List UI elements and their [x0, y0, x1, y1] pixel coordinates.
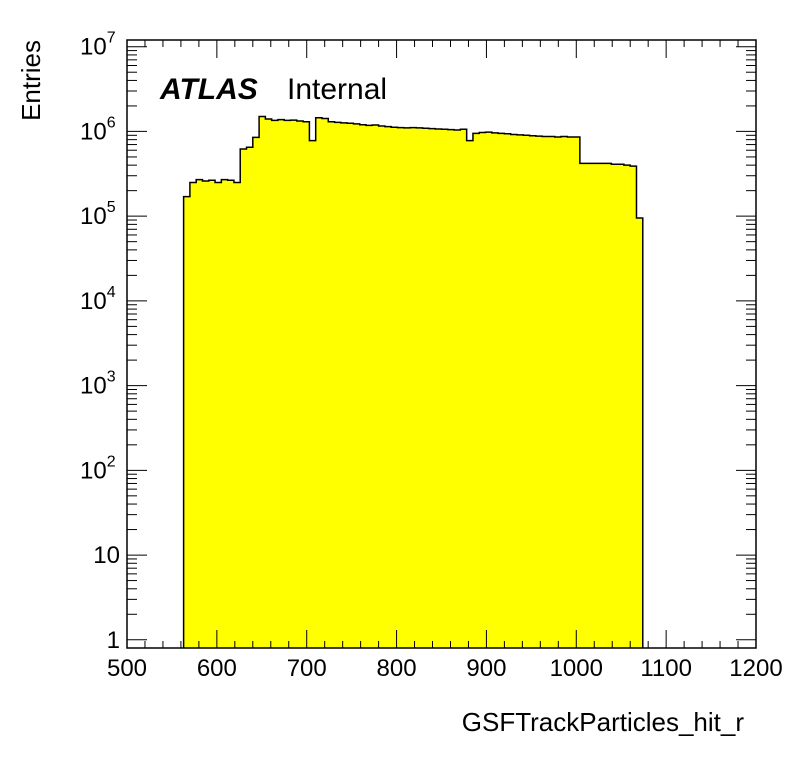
histogram-bin [491, 132, 499, 648]
internal-label: Internal [287, 73, 387, 106]
histogram-bin [240, 149, 248, 648]
histogram-bin [598, 163, 606, 648]
histogram-bin [353, 123, 361, 648]
histogram-bin [296, 120, 304, 649]
histogram-bin [617, 164, 625, 648]
histogram-bin [233, 182, 241, 648]
y-tick-label: 1 [107, 627, 120, 654]
x-axis-title: GSFTrackParticles_hit_r [462, 707, 745, 737]
y-tick-label: 106 [80, 114, 116, 145]
histogram-bin [441, 129, 449, 649]
histogram-bars [182, 115, 644, 649]
plot-frame [126, 39, 757, 649]
histogram-bin [340, 122, 348, 648]
histogram-bin [246, 147, 254, 648]
histogram-bin [623, 165, 631, 648]
x-tick-label: 1100 [640, 655, 692, 682]
atlas-label: ATLAS [159, 73, 258, 106]
histogram-bin [529, 135, 537, 648]
histogram-bin [435, 128, 442, 648]
histogram-bin [378, 125, 386, 649]
histogram-bin [422, 128, 430, 648]
histogram-bin [265, 119, 273, 649]
histogram-bin [189, 182, 197, 648]
histogram-bin [498, 133, 505, 648]
histogram-bin [466, 140, 474, 649]
y-tick-label: 102 [80, 453, 116, 484]
histogram-bin [259, 116, 266, 648]
histogram-bin [309, 140, 317, 649]
x-tick-label: 1200 [729, 655, 782, 682]
histogram-bin [303, 121, 310, 649]
y-tick-label: 10 [93, 542, 120, 569]
histogram-bin [611, 164, 619, 648]
histogram-bin [208, 180, 216, 649]
histogram-outline [182, 115, 644, 648]
y-tick-label: 103 [80, 369, 116, 400]
histogram-bin [485, 132, 493, 648]
histogram-bin [523, 135, 531, 648]
histogram-bin [573, 136, 581, 648]
histogram-bin [579, 163, 587, 648]
x-tick-label: 500 [107, 655, 147, 682]
histogram-bin [391, 127, 398, 648]
x-tick-label: 700 [287, 655, 327, 682]
histogram-bin [548, 136, 556, 648]
histogram-bin [315, 117, 323, 648]
histogram-bin [215, 182, 222, 648]
histogram-bin [636, 218, 644, 648]
histogram-bin [460, 129, 468, 649]
y-tick-label: 105 [80, 199, 116, 230]
histogram-bin [284, 120, 292, 649]
histogram-bin [252, 137, 260, 648]
histogram-bin [196, 179, 203, 648]
histogram-bin [630, 166, 637, 649]
histogram-bin [447, 129, 455, 648]
histogram-bin [510, 134, 518, 649]
histogram-bin [561, 136, 568, 648]
x-tick-label: 800 [377, 655, 417, 682]
histogram-bin [535, 136, 543, 648]
y-tick-label: 107 [80, 30, 116, 61]
histogram-bin [428, 128, 436, 648]
histogram-bin [479, 132, 487, 649]
histogram-bin [567, 136, 575, 648]
histogram-bin [359, 124, 367, 649]
histogram-bin [271, 120, 279, 649]
y-axis-title: Entries [16, 40, 46, 121]
y-tick-label: 104 [80, 284, 116, 315]
histogram-bin [586, 163, 593, 648]
histogram-bin [403, 127, 411, 649]
histogram-bin [384, 126, 392, 649]
histogram-bin [416, 127, 424, 649]
histogram-bin [454, 129, 461, 648]
histogram-bin [472, 133, 480, 648]
histogram-bin [290, 120, 298, 648]
histogram-bin [554, 136, 562, 648]
histogram-bin [516, 134, 524, 649]
histogram-bin [202, 181, 210, 648]
histogram-bin [347, 123, 354, 649]
histogram-bin [542, 136, 549, 648]
histogram-bin [605, 163, 612, 648]
histogram-bin [277, 119, 285, 648]
histogram-bin [221, 179, 229, 648]
histogram-bin [592, 163, 600, 648]
histogram-bin [504, 133, 512, 648]
histogram-bin [366, 125, 373, 648]
histogram-bin [397, 127, 405, 648]
histogram-bin [328, 121, 336, 649]
histogram-bin [183, 196, 191, 648]
x-tick-label: 1000 [550, 655, 603, 682]
histogram-bin [372, 125, 380, 649]
x-tick-label: 900 [466, 655, 506, 682]
histogram-bin [334, 122, 342, 649]
histogram-bin [410, 127, 417, 648]
x-axis-ticks: 500 600 700 800 900 1000 1100 1200 [107, 40, 783, 682]
histogram-bin [227, 180, 235, 649]
histogram-bin [321, 118, 329, 648]
x-tick-label: 600 [197, 655, 237, 682]
